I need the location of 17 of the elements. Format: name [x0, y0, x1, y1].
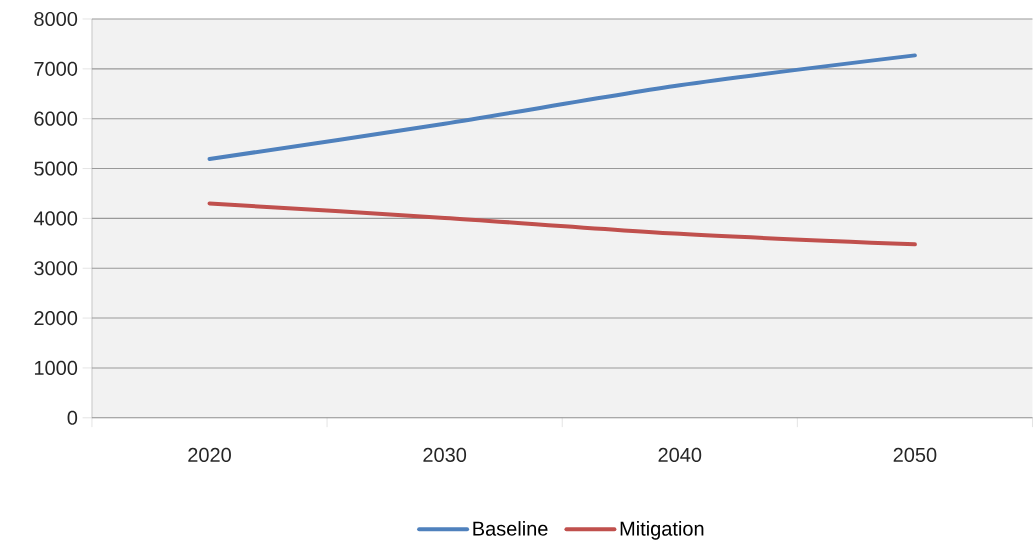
x-tick-label: 2030	[423, 447, 467, 463]
y-tick-label: 8000	[34, 12, 78, 27]
x-tick-label: 2040	[658, 447, 702, 463]
y-tick-label: 0	[67, 410, 78, 425]
legend-label: Mitigation	[620, 521, 704, 540]
y-tick-label: 3000	[34, 261, 78, 276]
line-series	[207, 201, 917, 247]
legend-label: Baseline	[473, 521, 548, 536]
x-tick-label: 2050	[893, 447, 937, 463]
y-tick-label: 1000	[34, 361, 78, 376]
line-series	[207, 53, 917, 162]
y-tick-label: 5000	[34, 161, 78, 176]
y-tick-label: 4000	[33, 211, 78, 226]
x-tick-label: 2020	[188, 447, 231, 463]
y-tick-label: 7000	[34, 61, 78, 77]
y-tick-label: 6000	[34, 111, 78, 126]
y-tick-label: 2000	[34, 311, 78, 326]
